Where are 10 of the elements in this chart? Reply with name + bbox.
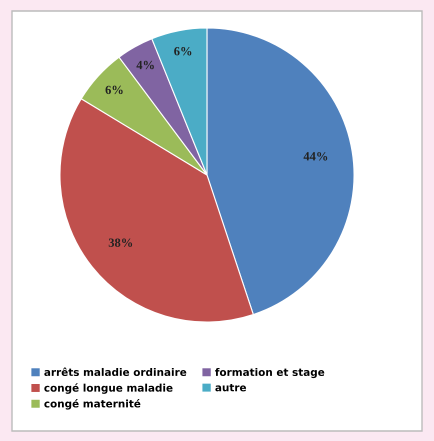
data-label: 6% (106, 86, 123, 94)
legend-label: congé maternité (44, 399, 140, 410)
legend-label: formation et stage (215, 368, 324, 378)
data-label: 44% (304, 152, 328, 161)
data-label: 4% (136, 60, 154, 70)
data-label: 6% (174, 47, 192, 56)
data-label: 38% (108, 238, 132, 247)
legend-label: arrêts maladie ordinaire (44, 368, 186, 376)
legend-label: autre (215, 384, 246, 392)
legend-label: congé longue maladie (44, 383, 173, 394)
